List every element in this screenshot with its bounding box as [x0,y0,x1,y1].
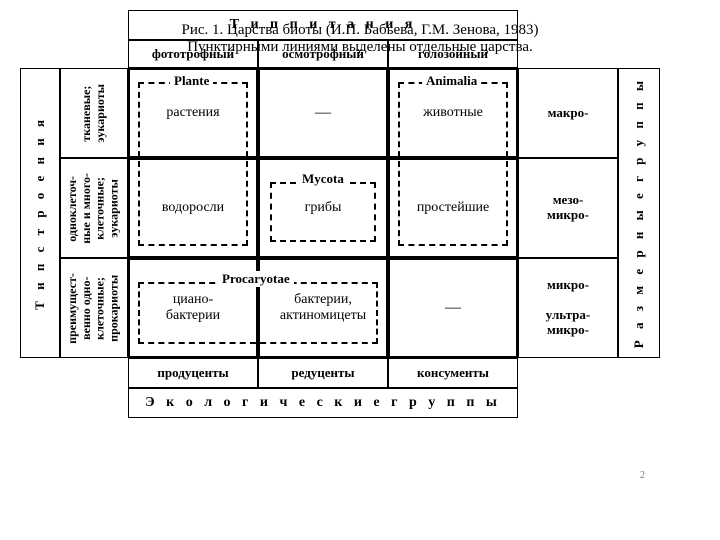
right-row-3: микро- ультра- микро- [518,258,618,358]
kingdom-plante-label: Plante [170,73,213,89]
cell-r3c3: — [388,258,518,358]
right-title: Р а з м е р н ы е г р у п п ы [618,68,660,358]
row-head-1: тканевые; эукариоты [60,68,128,158]
row-head-3: преимущест- венно одно- клеточные; прока… [60,258,128,358]
right-row-2: мезо- микро- [518,158,618,258]
right-row-1: макро- [518,68,618,158]
kingdom-animalia-box [398,82,508,246]
kingdom-animalia-label: Animalia [422,73,481,89]
kingdom-mycota-label: Mycota [298,171,348,187]
kingdom-mycota-box [270,182,376,242]
col-head-1: фототрофный [128,40,258,68]
foot-col-3: консументы [388,358,518,388]
foot-col-2: редуценты [258,358,388,388]
bottom-title: Э к о л о г и ч е с к и е г р у п п ы [128,388,518,418]
col-head-2: осмотрофный [258,40,388,68]
page-number: 2 [640,470,645,481]
kingdom-procaryotae-label: Procaryotae [218,271,294,287]
row-head-2: одноклеточ- ные и много- клеточные; эука… [60,158,128,258]
col-head-3: голозойный [388,40,518,68]
top-title: Т и п п и т а н и я [128,10,518,40]
foot-col-1: продуценты [128,358,258,388]
cell-r1c2: — [258,68,388,158]
kingdom-procaryotae-box [138,282,378,344]
left-title: Т и п с т р о е н и я [20,68,60,358]
kingdom-plante-box [138,82,248,246]
